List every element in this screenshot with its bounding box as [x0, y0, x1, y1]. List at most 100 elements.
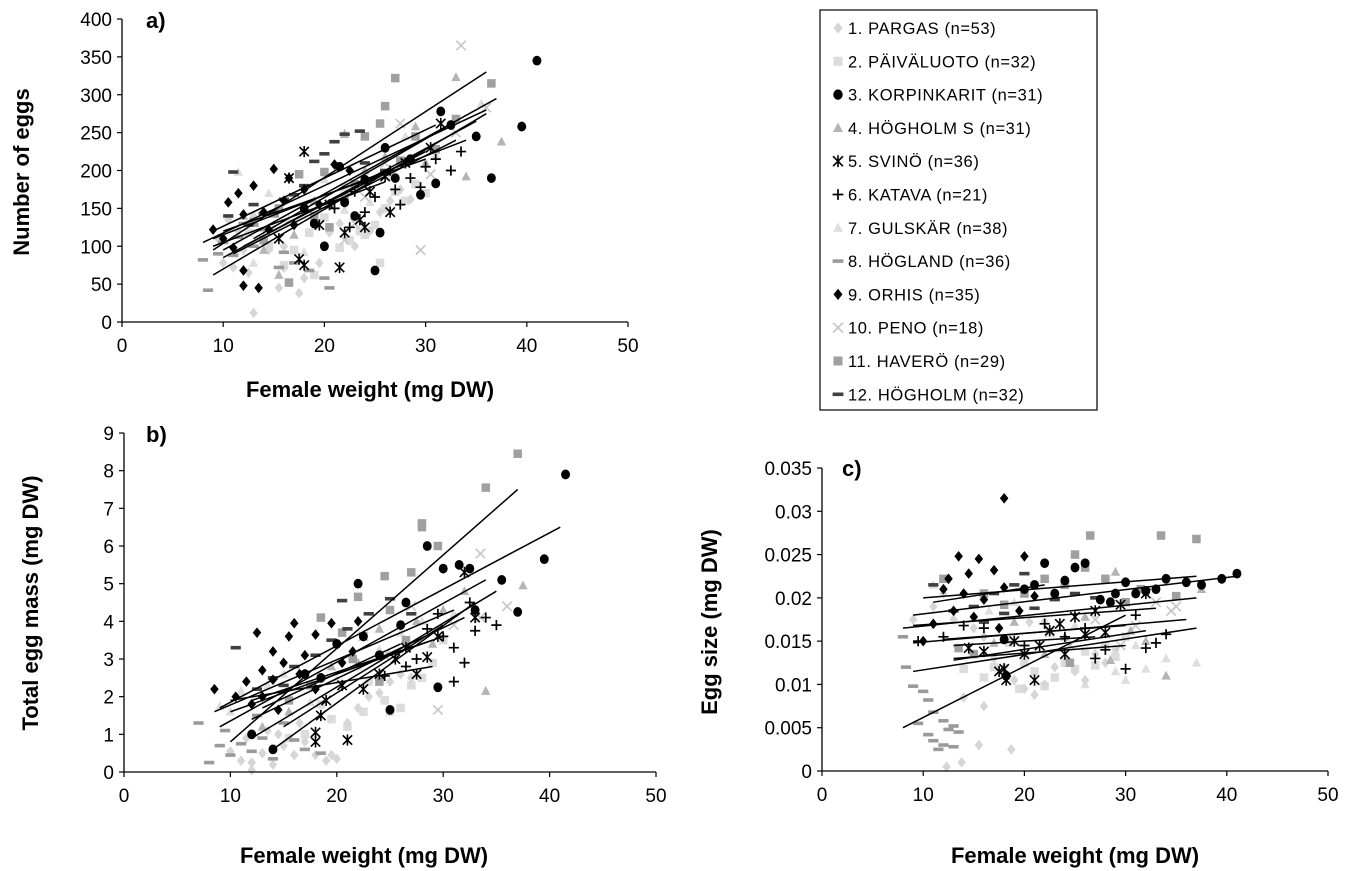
panel-a-x-tick-label: 30 — [415, 336, 436, 357]
panel-a-x-tick-label: 50 — [617, 336, 638, 357]
panel-c-y-tick-label: 0.005 — [764, 719, 812, 740]
panel-b-data-point-pop-8 — [267, 757, 279, 761]
panel-c-y-tick-label: 0 — [801, 762, 812, 783]
panel-a-data-point-pop-6 — [359, 207, 370, 218]
panel-a-data-point-pop-2 — [320, 213, 329, 222]
panel-b-x-tick-label: 50 — [645, 786, 666, 807]
panel-b-data-point-pop-11 — [337, 628, 347, 637]
panel-c-data-point-pop-9 — [939, 583, 948, 595]
panel-b-data-point-pop-3 — [470, 605, 480, 615]
panel-a-data-point-pop-5 — [298, 145, 310, 158]
panel-b-data-point-pop-1 — [258, 747, 267, 759]
panel-c-data-point-pop-4 — [1105, 655, 1116, 665]
panel-a-data-point-pop-4 — [496, 136, 507, 146]
panel-a-data-point-pop-5 — [314, 219, 325, 231]
panel-c-data-point-pop-8 — [907, 684, 919, 688]
panel-a-data-point-pop-3 — [486, 173, 496, 183]
panel-b-data-point-pop-9 — [258, 664, 267, 676]
panel-c-data-point-pop-2 — [989, 662, 999, 672]
legend-item-label: 1. PARGAS (n=53) — [848, 20, 996, 38]
panel-a-data-point-pop-2 — [380, 204, 390, 213]
panel-b-data-point-pop-1 — [407, 672, 416, 684]
panel-b-data-point-pop-5 — [421, 651, 433, 663]
panel-a-data-point-pop-3 — [436, 106, 446, 117]
panel-c-data-point-pop-2 — [1015, 684, 1024, 694]
panel-b-data-point-pop-11 — [407, 568, 416, 577]
panel-a-data-point-pop-5 — [283, 172, 295, 184]
panel-b-data-point-pop-6 — [400, 661, 412, 672]
panel-a-data-point-pop-1 — [365, 225, 375, 237]
panel-a-data-point-pop-3 — [319, 241, 329, 252]
panel-b-data-point-pop-6 — [491, 620, 502, 631]
panel-a-x-tick-label: 20 — [314, 336, 335, 357]
panel-c-regression-line — [943, 624, 1126, 641]
panel-b-data-point-pop-3 — [401, 597, 411, 608]
panel-a-data-point-pop-5 — [293, 253, 305, 265]
panel-a-chart: 0 10 20 30 40 50 0 50 100 150 200 250 300 350 400 a) F… — [9, 8, 639, 402]
panel-a-data-point-pop-9 — [239, 280, 248, 291]
panel-b-data-point-pop-11 — [401, 635, 411, 645]
panel-c-data-point-pop-2 — [1111, 652, 1120, 661]
panel-b-data-point-pop-11 — [513, 449, 522, 458]
panel-c-data-point-pop-9 — [1020, 550, 1029, 562]
panel-b-data-point-pop-10 — [501, 600, 513, 612]
panel-c-chart: 0 10 20 30 40 50 0 0.005 0.01 0.015 0.02 0.025 0.03 0… — [697, 456, 1339, 868]
panel-b-data-point-pop-8 — [257, 736, 268, 740]
panel-c-data-point-pop-4 — [1009, 616, 1019, 626]
panel-c-data-point-pop-5 — [1089, 605, 1101, 617]
panel-a-data-point-pop-4 — [259, 244, 269, 254]
panel-b-data-point-pop-6 — [411, 653, 422, 665]
panel-b-data-point-pop-12 — [406, 612, 417, 616]
panel-c-data-point-pop-3 — [1080, 558, 1090, 569]
panel-c-data-point-pop-7 — [1070, 620, 1080, 630]
panel-b-y-axis-title: Total egg mass (mg DW) — [18, 475, 43, 730]
panel-c-regression-line — [913, 607, 1157, 627]
panel-a-data-point-pop-2 — [370, 220, 380, 230]
panel-a-data-point-pop-9 — [234, 187, 243, 199]
panel-c-x-tick-label: 10 — [913, 785, 934, 806]
panel-c-data-point-pop-9 — [954, 550, 963, 562]
panel-a-data-point-pop-2 — [345, 235, 354, 245]
panel-c-data-point-pop-12 — [1019, 571, 1030, 576]
panel-a-data-point-pop-8 — [202, 288, 214, 292]
legend-item: 1. PARGAS (n=53) — [833, 20, 996, 38]
panel-a-data-point-pop-6 — [329, 203, 340, 214]
legend-item-label: 12. HÖGHOLM (n=32) — [848, 386, 1024, 404]
panel-a-x-tick-label: 0 — [117, 336, 128, 357]
legend-marker — [832, 322, 844, 334]
panel-a-data-point-pop-1 — [294, 287, 304, 299]
panel-b-data-point-pop-6 — [379, 670, 390, 682]
panel-b-data-point-pop-9 — [327, 617, 336, 629]
panel-b-data-point-pop-11 — [433, 541, 443, 551]
panel-c-data-point-pop-6 — [1130, 610, 1141, 621]
panel-b-y-tick-label: 7 — [103, 499, 114, 520]
panel-a-data-point-pop-11 — [396, 156, 405, 165]
panel-a-data-point-pop-11 — [380, 101, 390, 111]
panel-c-data-point-pop-11 — [1136, 584, 1146, 594]
panel-a-data-point-pop-8 — [319, 276, 330, 280]
panel-c-y-tick-label: 0.025 — [764, 546, 812, 567]
panel-b-data-point-pop-1 — [385, 676, 395, 687]
panel-c-data-point-pop-11 — [969, 649, 979, 659]
panel-b-data-point-pop-12 — [230, 645, 241, 650]
legend-item: 6. KATAVA (n=21) — [832, 187, 987, 205]
panel-c-data-point-pop-6 — [978, 623, 990, 634]
panel-a-data-point-pop-2 — [401, 196, 410, 206]
panel-c-data-point-pop-3 — [1105, 597, 1115, 608]
panel-a-data-point-pop-3 — [416, 189, 426, 200]
panel-b-data-point-pop-1 — [396, 668, 405, 680]
legend-marker — [833, 222, 843, 232]
panel-c-data-point-pop-12 — [978, 620, 990, 624]
panel-b-data-point-pop-1 — [247, 764, 256, 776]
panel-b-data-point-pop-6 — [448, 642, 459, 653]
panel-b-y-tick-label: 0 — [103, 763, 114, 784]
panel-a-data-point-pop-4 — [289, 229, 299, 239]
panel-b-data-point-pop-1 — [300, 736, 310, 748]
panel-b-data-point-pop-1 — [321, 755, 331, 767]
panel-b-x-tick-label: 10 — [220, 786, 241, 807]
panel-c-data-point-pop-12 — [1009, 583, 1020, 587]
panel-c-data-point-pop-3 — [1060, 575, 1070, 586]
panel-b-data-point-pop-1 — [274, 729, 283, 740]
panel-b-data-point-pop-1 — [268, 759, 278, 770]
legend-item-label: 3. KORPINKARIT (n=31) — [848, 87, 1043, 105]
